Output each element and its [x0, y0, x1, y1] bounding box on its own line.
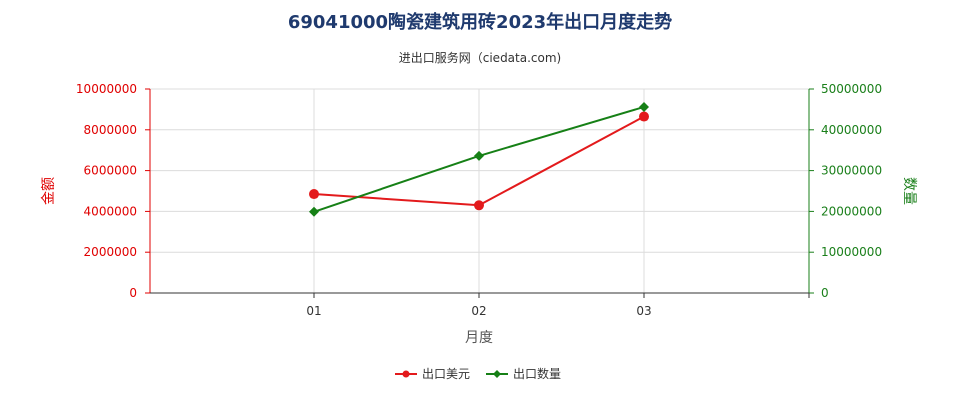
left-tick-label: 2000000 — [84, 245, 137, 259]
right-tick-label: 40000000 — [821, 123, 882, 137]
x-tick-label: 01 — [306, 304, 321, 318]
ticks: 0200000040000006000000800000010000000010… — [76, 82, 882, 318]
right-tick-label: 30000000 — [821, 164, 882, 178]
series-layer — [309, 101, 649, 217]
legend[interactable]: 出口美元 出口数量 — [395, 366, 561, 381]
chart-subtitle: 进出口服务网（ciedata.com) — [399, 50, 561, 65]
grid — [150, 88, 809, 293]
series-2-point — [474, 150, 484, 161]
right-tick-label: 10000000 — [821, 245, 882, 259]
left-tick-label: 0 — [129, 286, 137, 300]
left-tick-label: 10000000 — [76, 82, 137, 96]
left-axis-title: 金额 — [41, 177, 57, 205]
right-tick-label: 20000000 — [821, 204, 882, 218]
series-1-point — [309, 189, 319, 200]
legend-label: 出口数量 — [513, 366, 561, 381]
x-tick-label: 03 — [636, 304, 651, 318]
x-axis-title: 月度 — [465, 330, 493, 346]
left-tick-label: 8000000 — [84, 123, 137, 137]
left-tick-label: 6000000 — [84, 164, 137, 178]
x-tick-label: 02 — [471, 304, 486, 318]
right-tick-label: 50000000 — [821, 82, 882, 96]
right-axis-title: 数量 — [901, 177, 917, 205]
series-2-point — [639, 101, 649, 112]
left-tick-label: 4000000 — [84, 204, 137, 218]
right-tick-label: 0 — [821, 286, 829, 300]
series-1-point — [474, 200, 484, 211]
series-2-point — [309, 206, 319, 217]
chart-title: 69041000陶瓷建筑用砖2023年出口月度走势 — [288, 11, 672, 33]
legend-label: 出口美元 — [422, 367, 470, 381]
legend-marker — [493, 370, 501, 378]
legend-marker — [402, 370, 410, 378]
series-1-point — [639, 111, 649, 122]
